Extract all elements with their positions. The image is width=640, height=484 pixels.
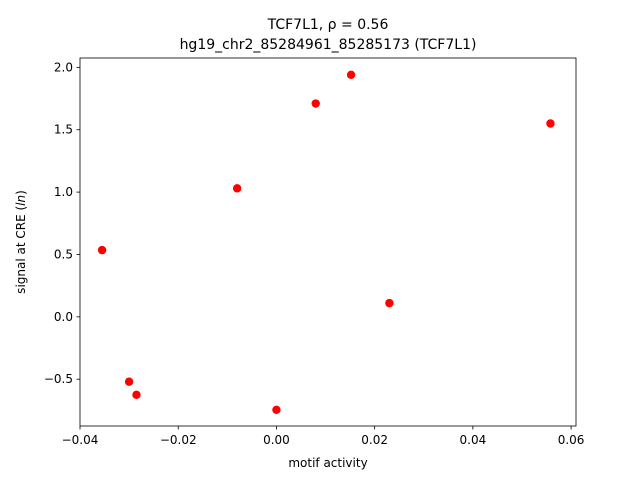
data-point	[97, 245, 107, 255]
y-tick-label: 0.0	[54, 310, 73, 324]
x-tick-label: −0.02	[160, 433, 197, 447]
data-point	[385, 298, 394, 308]
x-axis-ticks: −0.04 −0.02 0.00 0.02 0.04 0.06	[62, 426, 585, 447]
x-tick-label: 0.04	[460, 433, 487, 447]
data-point	[272, 405, 281, 414]
x-axis-label: motif activity	[288, 456, 367, 470]
y-tick-label: 1.0	[54, 185, 73, 199]
y-axis-ticks: −0.5 0.0 0.5 1.0 1.5 2.0	[44, 60, 80, 386]
chart-title-line2: hg19_chr2_85284961_85285173 (TCF7L1)	[180, 37, 477, 53]
data-point	[311, 99, 320, 108]
chart-title-line1: TCF7L1, ρ = 0.56	[267, 17, 389, 33]
x-tick-label: 0.00	[263, 433, 290, 447]
x-tick-label: 0.02	[361, 433, 388, 447]
y-tick-label: −0.5	[44, 372, 73, 386]
y-tick-label: 0.5	[54, 247, 73, 261]
data-points	[97, 70, 555, 414]
y-axis-label: signal at CRE (ln)	[14, 190, 28, 294]
y-tick-label: 1.5	[54, 123, 73, 137]
y-axis-label-suffix: )	[14, 190, 28, 195]
y-axis-label-prefix: signal at CRE (	[14, 206, 28, 294]
y-axis-label-italic: ln	[14, 195, 28, 206]
data-point	[346, 70, 356, 80]
data-point	[124, 377, 134, 386]
x-tick-label: −0.04	[62, 433, 99, 447]
y-tick-label: 2.0	[54, 60, 73, 74]
data-point	[132, 390, 141, 400]
x-tick-label: 0.06	[558, 433, 585, 447]
data-point	[546, 119, 555, 128]
plot-frame	[79, 57, 577, 427]
data-point	[232, 184, 242, 193]
